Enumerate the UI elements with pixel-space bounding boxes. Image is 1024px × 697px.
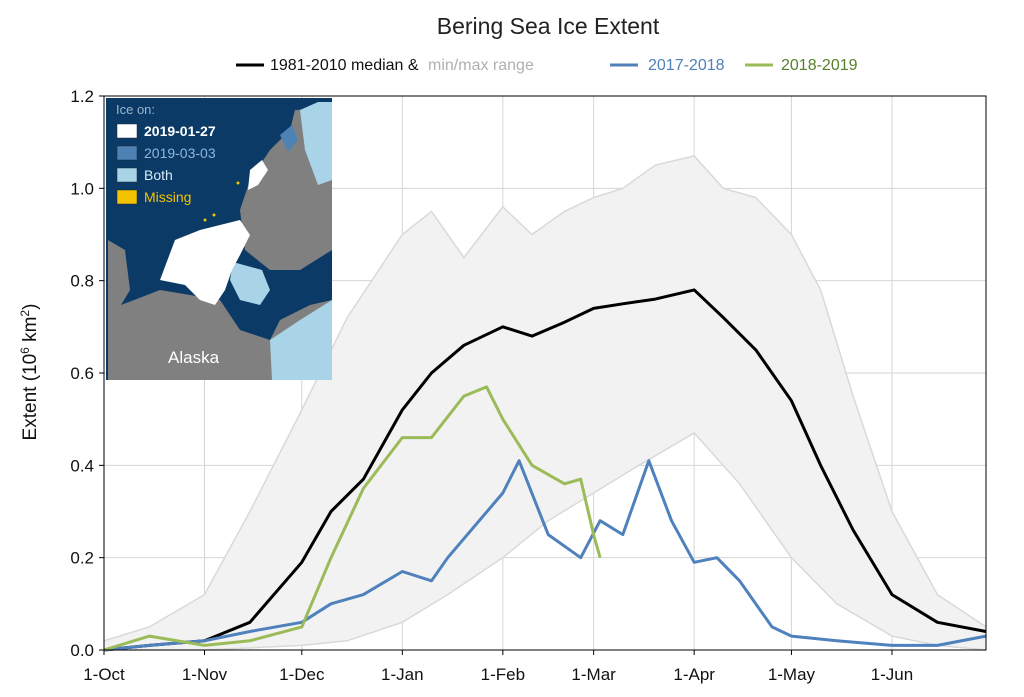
inset-legend-label: Both — [144, 167, 173, 183]
inset-missing-dot — [236, 181, 240, 185]
range-band — [104, 156, 986, 650]
range-min-line — [104, 432, 987, 651]
inset-legend-label: 2019-01-27 — [144, 123, 216, 139]
inset-ice-both-north — [300, 102, 332, 185]
inset-legend-swatch — [116, 167, 138, 183]
legend-median-label: 1981-2010 median & min/max range — [270, 57, 534, 74]
x-tick-label: 1-Jan — [381, 665, 424, 684]
y-axis-label: Extent (106 km2) — [18, 304, 41, 441]
inset-place-label: Alaska — [168, 348, 220, 367]
x-tick-label: 1-Mar — [571, 665, 616, 684]
range-max-line — [103, 155, 987, 642]
y-tick-label: 1.2 — [70, 87, 94, 106]
x-axis-ticks: 1-Oct 1-Nov 1-Dec 1-Jan 1-Feb 1-Mar 1-Apr 1-May… — [83, 650, 913, 684]
x-tick-label: 1-Apr — [673, 665, 715, 684]
chart-title: Bering Sea Ice Extent — [437, 13, 660, 39]
y-tick-label: 1.0 — [70, 179, 94, 198]
inset-legend-swatch — [116, 145, 138, 161]
inset-legend-swatch — [116, 123, 138, 139]
inset-map: Ice on: 2019-01-27 2019-03-03 Both Missing A… — [106, 98, 332, 380]
x-tick-label: 1-May — [768, 665, 816, 684]
x-tick-label: 1-Oct — [83, 665, 125, 684]
inset-legend-heading: Ice on: — [116, 102, 155, 117]
legend-median-text: 1981-2010 median & — [270, 57, 419, 74]
inset-missing-dot — [203, 218, 207, 222]
median-line — [103, 288, 987, 652]
inset-legend: Ice on: 2019-01-27 2019-03-03 Both Missing — [116, 102, 216, 205]
x-tick-label: 1-Nov — [182, 665, 228, 684]
x-tick-label: 1-Jun — [871, 665, 914, 684]
inset-missing-dot — [212, 213, 216, 217]
inset-land-west — [108, 240, 130, 310]
y-tick-label: 0.8 — [70, 272, 94, 291]
legend-range-text: min/max range — [428, 57, 534, 74]
inset-ice-2019-01-27-north — [248, 160, 268, 190]
inset-legend-swatch — [116, 189, 138, 205]
legend: 1981-2010 median & min/max range 2017-20… — [236, 57, 858, 74]
x-tick-label: 1-Feb — [481, 665, 525, 684]
inset-ice-both-south — [270, 300, 332, 380]
inset-ice-2019-03-03 — [280, 125, 298, 152]
series-2017-2018-line — [103, 459, 987, 652]
inset-legend-label: 2019-03-03 — [144, 145, 216, 161]
legend-s2-label: 2018-2019 — [781, 57, 858, 74]
y-tick-label: 0.6 — [70, 364, 94, 383]
legend-s1-label: 2017-2018 — [648, 57, 725, 74]
inset-ice-2019-01-27 — [160, 220, 250, 305]
y-tick-label: 0.0 — [70, 641, 94, 660]
y-tick-label: 0.2 — [70, 549, 94, 568]
minmax-range — [103, 155, 987, 651]
series-2018-2019-line — [103, 385, 602, 652]
series-lines — [103, 288, 987, 652]
inset-legend-label: Missing — [144, 189, 191, 205]
y-tick-label: 0.4 — [70, 456, 94, 475]
x-tick-label: 1-Dec — [279, 665, 325, 684]
inset-ice-both — [230, 262, 270, 305]
y-axis-ticks: 0.0 0.2 0.4 0.6 0.8 1.0 1.2 — [70, 87, 104, 660]
